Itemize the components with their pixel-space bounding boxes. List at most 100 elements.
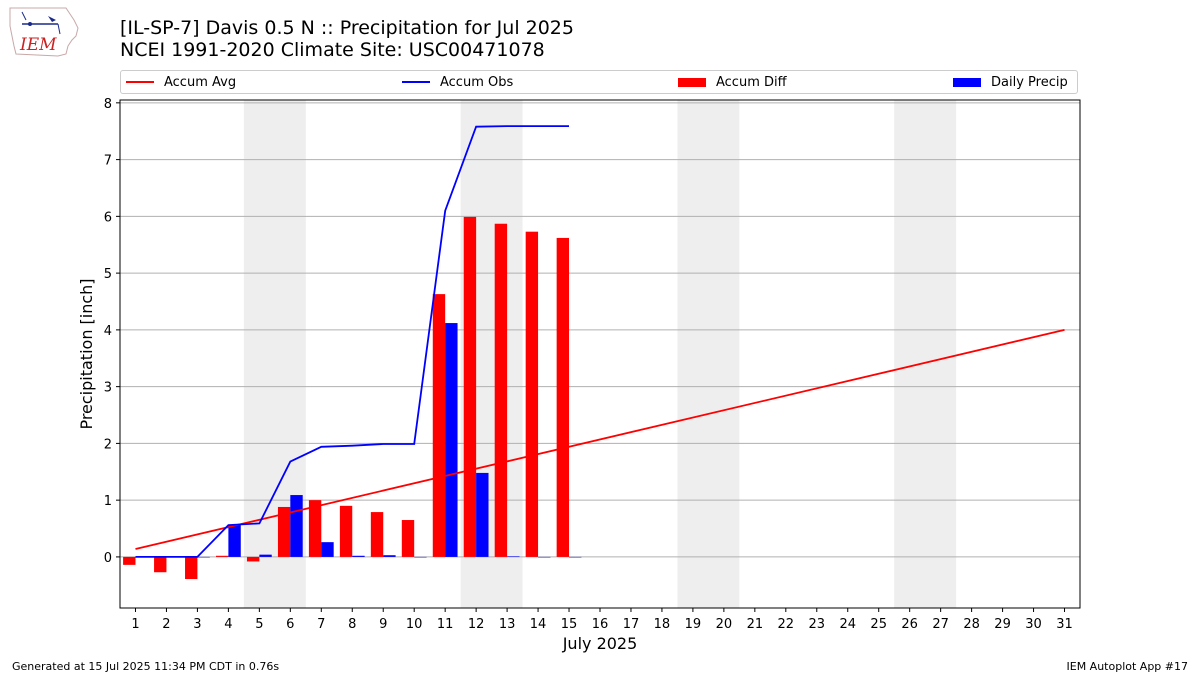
x-tick-label-14: 14 (530, 617, 547, 632)
legend-item-accum-avg: Accum Avg (126, 74, 236, 90)
bar-accum-diff-8 (339, 505, 353, 557)
bar-daily-precip-5 (259, 554, 272, 557)
x-tick-label-6: 6 (286, 617, 294, 632)
generated-timestamp: Generated at 15 Jul 2025 11:34 PM CDT in… (12, 660, 280, 673)
x-axis-label: July 2025 (562, 634, 638, 653)
x-tick-label-4: 4 (224, 617, 232, 632)
bar-daily-precip-7 (321, 542, 334, 557)
grid-lines (120, 102, 1080, 558)
x-tick-label-11: 11 (437, 617, 454, 632)
iem-logo: IEM (8, 6, 80, 58)
x-tick-label-15: 15 (561, 617, 578, 632)
bar-accum-diff-2 (154, 556, 167, 573)
x-tick-label-24: 24 (839, 617, 856, 632)
x-tick-label-27: 27 (932, 617, 949, 632)
y-tick-label-7: 7 (104, 154, 112, 169)
bar-accum-diff-3 (185, 556, 198, 580)
x-tick-label-12: 12 (468, 617, 485, 632)
x-tick-label-7: 7 (317, 617, 325, 632)
legend-item-daily-precip: Daily Precip (953, 74, 1068, 90)
x-tick-label-18: 18 (654, 617, 671, 632)
bar-accum-diff-14 (525, 231, 539, 557)
x-tick-label-19: 19 (685, 617, 702, 632)
bar-accum-diff-11 (432, 294, 446, 557)
x-tick-label-9: 9 (379, 617, 387, 632)
x-tick-label-29: 29 (994, 617, 1011, 632)
x-tick-label-3: 3 (193, 617, 201, 632)
x-tick-label-17: 17 (623, 617, 640, 632)
bar-daily-precip-12 (476, 472, 489, 557)
legend-label-accum-diff: Accum Diff (716, 74, 787, 90)
bar-daily-precip-4 (228, 525, 241, 557)
x-tick-label-31: 31 (1056, 617, 1073, 632)
bar-daily-precip-3 (197, 556, 210, 558)
x-tick-label-8: 8 (348, 617, 356, 632)
legend-swatch-accum-avg (126, 81, 154, 83)
legend-swatch-daily-precip (953, 77, 981, 87)
weekend-band-3 (894, 100, 957, 608)
y-tick-label-2: 2 (104, 437, 112, 452)
chart-title: [IL-SP-7] Davis 0.5 N :: Precipitation f… (120, 17, 574, 61)
logo-text: IEM (19, 35, 57, 55)
bar-accum-diff-9 (370, 512, 384, 557)
bar-daily-precip-11 (445, 323, 458, 557)
bar-accum-diff-13 (494, 223, 508, 557)
x-tick-label-1: 1 (131, 617, 139, 632)
x-tick-label-10: 10 (406, 617, 423, 632)
bar-accum-diff-1 (123, 556, 136, 565)
legend-item-accum-obs: Accum Obs (402, 74, 513, 90)
y-tick-label-4: 4 (104, 324, 112, 339)
title-line-2: NCEI 1991-2020 Climate Site: USC00471078 (120, 39, 545, 61)
legend-label-daily-precip: Daily Precip (991, 74, 1068, 90)
x-tick-label-23: 23 (809, 617, 826, 632)
bar-accum-diff-15 (556, 237, 570, 557)
bar-accum-diff-6 (277, 506, 291, 557)
bar-accum-diff-12 (463, 216, 477, 557)
y-tick-label-3: 3 (104, 381, 112, 396)
bars (123, 216, 582, 580)
weekend-band-2 (677, 100, 740, 608)
y-tick-label-1: 1 (104, 494, 112, 509)
x-tick-label-13: 13 (499, 617, 516, 632)
bar-accum-diff-7 (308, 500, 322, 557)
bar-daily-precip-10 (414, 556, 427, 558)
y-tick-label-0: 0 (104, 551, 112, 566)
x-tick-label-2: 2 (162, 617, 170, 632)
legend-item-accum-diff: Accum Diff (678, 74, 787, 90)
line-accum-obs (135, 125, 569, 558)
legend-swatch-accum-diff (678, 77, 706, 87)
bar-daily-precip-8 (352, 555, 365, 557)
legend: Accum Avg Accum Obs Accum Diff Daily Pre… (120, 70, 1078, 94)
y-tick-label-8: 8 (104, 97, 112, 112)
x-tick-label-20: 20 (716, 617, 733, 632)
x-tick-label-30: 30 (1025, 617, 1042, 632)
x-tick-label-26: 26 (901, 617, 918, 632)
bar-daily-precip-9 (383, 555, 396, 557)
title-line-1: [IL-SP-7] Davis 0.5 N :: Precipitation f… (120, 17, 574, 39)
series-lines (135, 125, 1065, 558)
legend-label-accum-avg: Accum Avg (164, 74, 237, 90)
x-tick-label-5: 5 (255, 617, 263, 632)
weekend-shading (243, 100, 957, 608)
y-tick-label-5: 5 (104, 267, 112, 282)
bar-accum-diff-5 (246, 556, 260, 562)
bar-accum-diff-4 (216, 555, 229, 557)
bar-daily-precip-14 (538, 556, 551, 558)
legend-swatch-accum-obs (402, 81, 430, 83)
bar-accum-diff-10 (401, 520, 415, 557)
app-credit: IEM Autoplot App #17 (1066, 660, 1189, 673)
x-tick-label-22: 22 (778, 617, 795, 632)
bar-daily-precip-13 (507, 556, 520, 557)
x-tick-label-25: 25 (870, 617, 887, 632)
bar-daily-precip-15 (569, 556, 582, 558)
x-tick-label-28: 28 (963, 617, 980, 632)
y-tick-label-6: 6 (104, 210, 112, 225)
line-accum-avg (135, 329, 1065, 550)
bar-daily-precip-6 (290, 495, 303, 557)
legend-label-accum-obs: Accum Obs (440, 74, 514, 90)
x-tick-label-21: 21 (747, 617, 764, 632)
x-tick-label-16: 16 (592, 617, 609, 632)
y-axis-label: Precipitation [inch] (77, 278, 96, 429)
